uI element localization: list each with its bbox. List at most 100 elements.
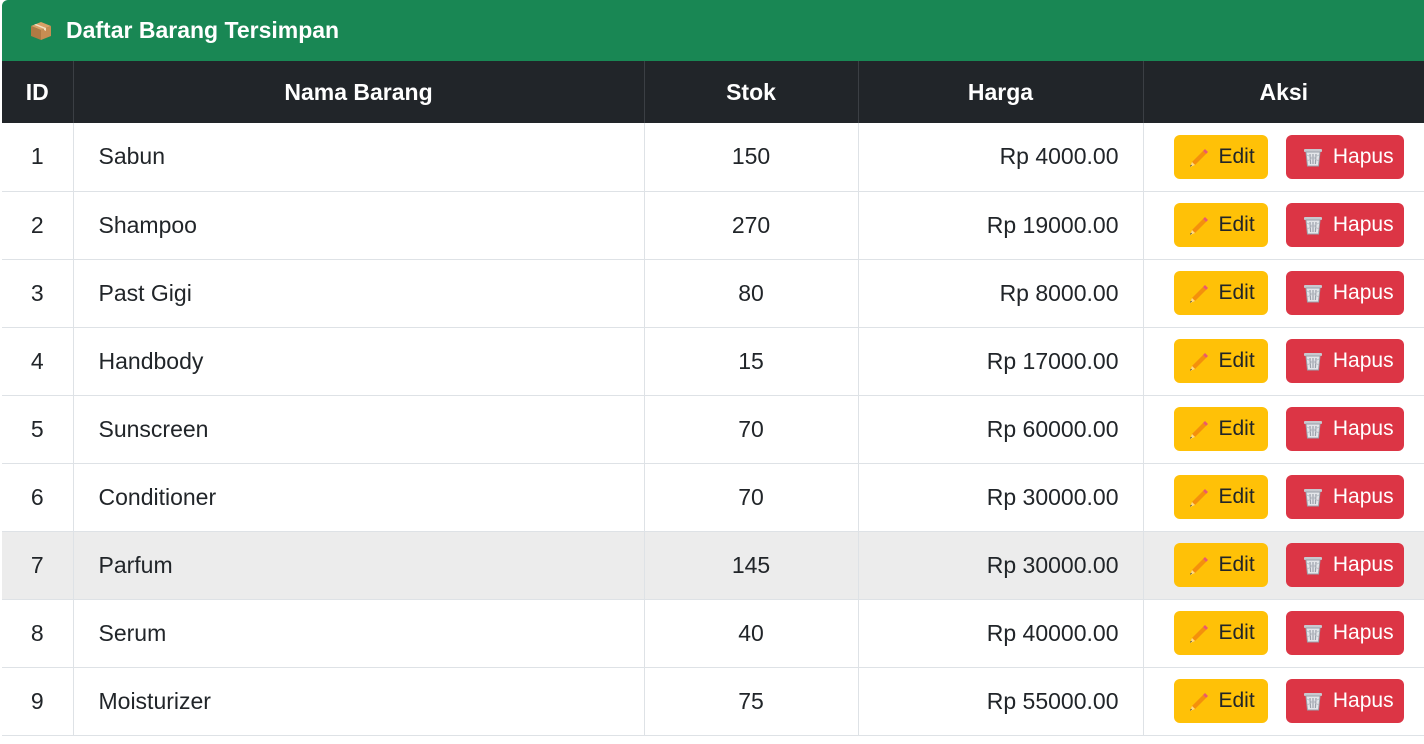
edit-label: Edit bbox=[1218, 349, 1255, 372]
trash-icon bbox=[1303, 625, 1322, 643]
cell-name: Serum bbox=[73, 599, 645, 668]
edit-button[interactable]: Edit bbox=[1173, 475, 1268, 519]
edit-label: Edit bbox=[1218, 553, 1255, 576]
cell-name: Shampoo bbox=[73, 191, 645, 260]
cell-stok: 145 bbox=[644, 531, 859, 600]
column-header-harga: Harga bbox=[858, 61, 1144, 123]
delete-button[interactable]: Hapus bbox=[1285, 611, 1404, 655]
pencil-icon bbox=[1189, 148, 1208, 167]
trash-icon bbox=[1303, 148, 1322, 167]
delete-button[interactable]: Hapus bbox=[1285, 679, 1404, 723]
cell-actions: Edit Hapus bbox=[1143, 259, 1424, 328]
cell-name: Sabun bbox=[73, 123, 645, 192]
delete-label: Hapus bbox=[1332, 417, 1394, 440]
delete-label: Hapus bbox=[1332, 144, 1394, 168]
cell-id: 3 bbox=[2, 259, 74, 328]
column-header-name: Nama Barang bbox=[73, 61, 645, 123]
pencil-icon bbox=[1189, 693, 1208, 711]
delete-label: Hapus bbox=[1332, 553, 1394, 576]
column-header-id: ID bbox=[2, 61, 74, 123]
edit-label: Edit bbox=[1218, 689, 1255, 712]
cell-id: 2 bbox=[2, 191, 74, 260]
cell-stok: 70 bbox=[644, 395, 859, 464]
cell-id: 8 bbox=[2, 599, 74, 668]
trash-icon bbox=[1303, 421, 1322, 439]
pencil-icon bbox=[1189, 625, 1208, 643]
cell-stok: 70 bbox=[644, 463, 859, 532]
cell-actions: Edit Hapus bbox=[1143, 327, 1424, 396]
cell-actions: Edit Hapus bbox=[1143, 463, 1424, 532]
edit-button[interactable]: Edit bbox=[1173, 271, 1268, 315]
delete-label: Hapus bbox=[1332, 281, 1394, 304]
delete-button[interactable]: Hapus bbox=[1285, 543, 1404, 587]
cell-harga: Rp 40000.00 bbox=[858, 599, 1144, 668]
edit-label: Edit bbox=[1218, 417, 1255, 440]
package-icon bbox=[31, 21, 51, 40]
cell-actions: Edit Hapus bbox=[1143, 599, 1424, 668]
delete-label: Hapus bbox=[1332, 621, 1394, 644]
edit-label: Edit bbox=[1218, 213, 1255, 236]
edit-button[interactable]: Edit bbox=[1173, 543, 1268, 587]
cell-id: 5 bbox=[2, 395, 74, 464]
pencil-icon bbox=[1189, 285, 1208, 303]
pencil-icon bbox=[1189, 557, 1208, 575]
edit-button[interactable]: Edit bbox=[1173, 339, 1268, 383]
delete-label: Hapus bbox=[1332, 689, 1394, 712]
column-header-stok: Stok bbox=[644, 61, 859, 123]
cell-harga: Rp 60000.00 bbox=[858, 395, 1144, 464]
table-row: 5 Sunscreen 70 Rp 60000.00 Edit bbox=[2, 395, 1424, 464]
table-row: 9 Moisturizer 75 Rp 55000.00 Edit bbox=[2, 667, 1424, 736]
cell-stok: 80 bbox=[644, 259, 859, 328]
edit-label: Edit bbox=[1218, 621, 1255, 644]
edit-button[interactable]: Edit bbox=[1173, 407, 1268, 451]
cell-id: 4 bbox=[2, 327, 74, 396]
edit-label: Edit bbox=[1218, 281, 1255, 304]
cell-harga: Rp 4000.00 bbox=[858, 123, 1144, 192]
delete-button[interactable]: Hapus bbox=[1285, 271, 1404, 315]
pencil-icon bbox=[1189, 489, 1208, 507]
edit-label: Edit bbox=[1218, 485, 1255, 508]
table-row: 4 Handbody 15 Rp 17000.00 Edit bbox=[2, 327, 1424, 396]
card-header: Daftar Barang Tersimpan bbox=[2, 0, 1424, 61]
table-row: 7 Parfum 145 Rp 30000.00 Edit bbox=[2, 531, 1424, 600]
cell-name: Sunscreen bbox=[73, 395, 645, 464]
edit-button[interactable]: Edit bbox=[1173, 203, 1268, 247]
table-body: 1 Sabun 150 Rp 4000.00 Edit bbox=[2, 123, 1424, 736]
table-header-row: ID Nama Barang Stok Harga Aksi bbox=[2, 61, 1424, 123]
delete-button[interactable]: Hapus bbox=[1285, 339, 1404, 383]
edit-label: Edit bbox=[1218, 144, 1255, 168]
edit-button[interactable]: Edit bbox=[1173, 134, 1268, 179]
cell-name: Moisturizer bbox=[73, 667, 645, 736]
table-row: 8 Serum 40 Rp 40000.00 Edit bbox=[2, 599, 1424, 668]
cell-actions: Edit Hapus bbox=[1143, 123, 1424, 192]
column-header-aksi: Aksi bbox=[1143, 61, 1424, 123]
table-row: 1 Sabun 150 Rp 4000.00 Edit bbox=[2, 123, 1424, 192]
cell-id: 6 bbox=[2, 463, 74, 532]
cell-actions: Edit Hapus bbox=[1143, 191, 1424, 260]
cell-harga: Rp 19000.00 bbox=[858, 191, 1144, 260]
delete-button[interactable]: Hapus bbox=[1285, 475, 1404, 519]
cell-stok: 270 bbox=[644, 191, 859, 260]
edit-button[interactable]: Edit bbox=[1173, 611, 1268, 655]
table-row: 3 Past Gigi 80 Rp 8000.00 Edit bbox=[2, 259, 1424, 328]
cell-actions: Edit Hapus bbox=[1143, 395, 1424, 464]
page-title: Daftar Barang Tersimpan bbox=[66, 17, 340, 43]
trash-icon bbox=[1303, 217, 1322, 235]
trash-icon bbox=[1303, 693, 1322, 711]
cell-name: Past Gigi bbox=[73, 259, 645, 328]
delete-label: Hapus bbox=[1332, 213, 1394, 236]
trash-icon bbox=[1303, 489, 1322, 507]
delete-button[interactable]: Hapus bbox=[1285, 407, 1404, 451]
pencil-icon bbox=[1189, 353, 1208, 371]
table-row: 2 Shampoo 270 Rp 19000.00 Edit bbox=[2, 191, 1424, 260]
cell-id: 7 bbox=[2, 531, 74, 600]
pencil-icon bbox=[1189, 421, 1208, 439]
cell-stok: 15 bbox=[644, 327, 859, 396]
edit-button[interactable]: Edit bbox=[1173, 679, 1268, 723]
delete-label: Hapus bbox=[1332, 349, 1394, 372]
cell-id: 1 bbox=[2, 123, 74, 192]
delete-label: Hapus bbox=[1332, 485, 1394, 508]
delete-button[interactable]: Hapus bbox=[1285, 134, 1404, 179]
delete-button[interactable]: Hapus bbox=[1285, 203, 1404, 247]
cell-harga: Rp 55000.00 bbox=[858, 667, 1144, 736]
